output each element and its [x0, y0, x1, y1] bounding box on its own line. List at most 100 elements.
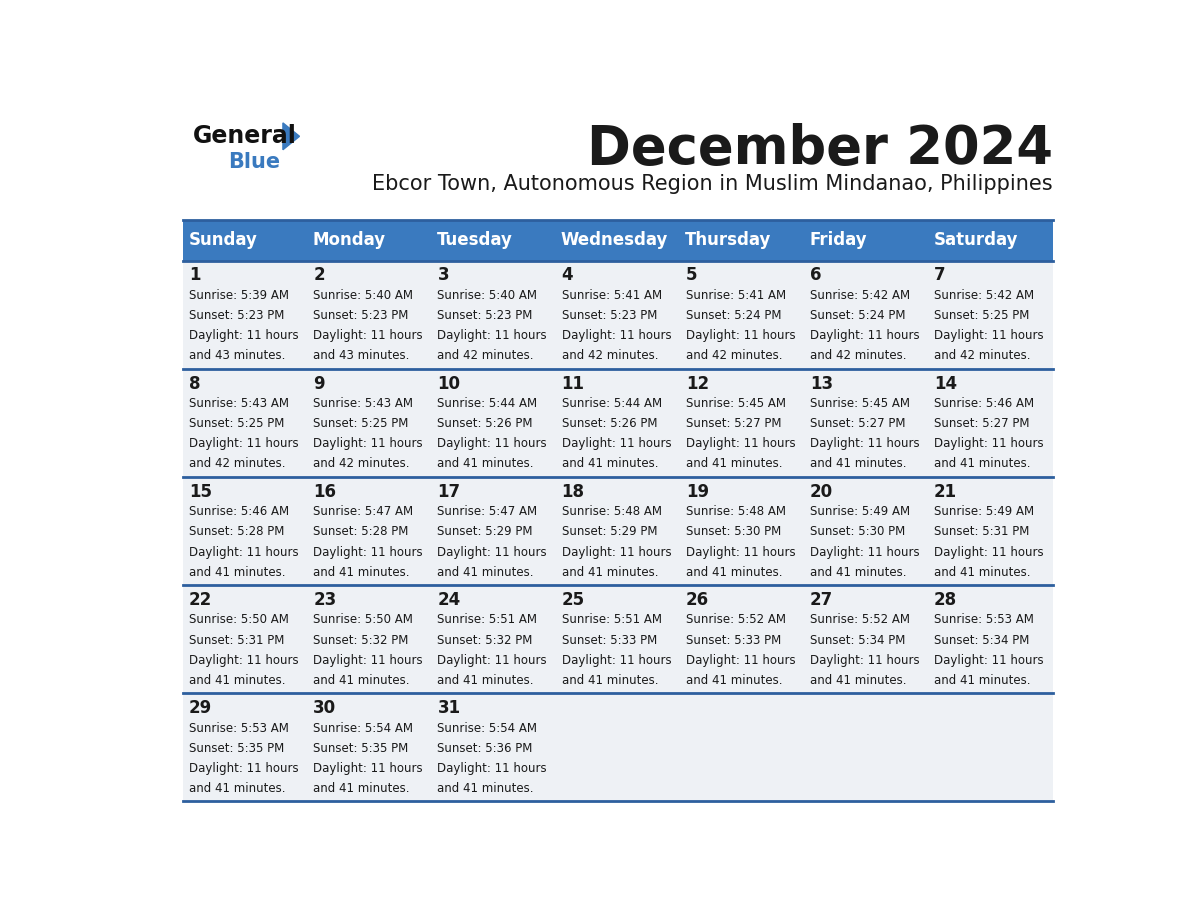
Text: and 41 minutes.: and 41 minutes.: [810, 565, 906, 578]
Text: 6: 6: [810, 266, 821, 285]
Text: Sunrise: 5:50 AM: Sunrise: 5:50 AM: [314, 613, 413, 626]
Text: 25: 25: [562, 591, 584, 609]
Text: Sunset: 5:34 PM: Sunset: 5:34 PM: [810, 633, 905, 646]
Text: Sunset: 5:32 PM: Sunset: 5:32 PM: [437, 633, 532, 646]
Text: Daylight: 11 hours: Daylight: 11 hours: [437, 654, 546, 666]
Text: Sunset: 5:28 PM: Sunset: 5:28 PM: [314, 525, 409, 538]
Text: Daylight: 11 hours: Daylight: 11 hours: [562, 545, 671, 558]
Text: Daylight: 11 hours: Daylight: 11 hours: [562, 330, 671, 342]
Text: Sunset: 5:27 PM: Sunset: 5:27 PM: [685, 418, 782, 431]
Text: Daylight: 11 hours: Daylight: 11 hours: [562, 437, 671, 451]
Text: and 41 minutes.: and 41 minutes.: [562, 457, 658, 470]
Text: 31: 31: [437, 699, 461, 717]
Text: Daylight: 11 hours: Daylight: 11 hours: [314, 545, 423, 558]
Text: Sunset: 5:25 PM: Sunset: 5:25 PM: [189, 418, 284, 431]
Text: Sunrise: 5:53 AM: Sunrise: 5:53 AM: [189, 722, 289, 734]
Text: Daylight: 11 hours: Daylight: 11 hours: [934, 545, 1044, 558]
Text: and 41 minutes.: and 41 minutes.: [314, 674, 410, 687]
Text: Sunset: 5:31 PM: Sunset: 5:31 PM: [189, 633, 284, 646]
Text: 22: 22: [189, 591, 213, 609]
Text: Saturday: Saturday: [934, 231, 1018, 249]
Bar: [804, 585, 929, 693]
Bar: [308, 585, 431, 693]
Text: and 41 minutes.: and 41 minutes.: [189, 565, 285, 578]
Text: and 41 minutes.: and 41 minutes.: [437, 782, 533, 795]
Text: Daylight: 11 hours: Daylight: 11 hours: [437, 762, 546, 775]
Bar: [929, 585, 1053, 693]
Text: 13: 13: [810, 375, 833, 393]
Text: Daylight: 11 hours: Daylight: 11 hours: [934, 654, 1044, 666]
Text: Daylight: 11 hours: Daylight: 11 hours: [437, 330, 546, 342]
Text: Wednesday: Wednesday: [561, 231, 669, 249]
Bar: [183, 261, 308, 369]
Text: Sunrise: 5:45 AM: Sunrise: 5:45 AM: [685, 397, 785, 410]
Text: and 41 minutes.: and 41 minutes.: [437, 565, 533, 578]
Bar: [681, 693, 804, 801]
Text: Sunrise: 5:48 AM: Sunrise: 5:48 AM: [685, 505, 785, 519]
Text: 27: 27: [810, 591, 833, 609]
Text: 29: 29: [189, 699, 213, 717]
Text: 10: 10: [437, 375, 461, 393]
Text: and 43 minutes.: and 43 minutes.: [314, 350, 410, 363]
Text: and 41 minutes.: and 41 minutes.: [562, 565, 658, 578]
Text: 20: 20: [810, 483, 833, 500]
Text: Sunset: 5:29 PM: Sunset: 5:29 PM: [437, 525, 533, 538]
Text: Sunrise: 5:43 AM: Sunrise: 5:43 AM: [189, 397, 289, 410]
Text: and 41 minutes.: and 41 minutes.: [810, 457, 906, 470]
Text: Daylight: 11 hours: Daylight: 11 hours: [810, 437, 920, 451]
Text: Sunset: 5:27 PM: Sunset: 5:27 PM: [934, 418, 1030, 431]
Text: Sunset: 5:32 PM: Sunset: 5:32 PM: [314, 633, 409, 646]
Text: Sunrise: 5:44 AM: Sunrise: 5:44 AM: [562, 397, 662, 410]
Bar: [804, 369, 929, 477]
Text: and 41 minutes.: and 41 minutes.: [314, 565, 410, 578]
Text: Sunset: 5:23 PM: Sunset: 5:23 PM: [437, 309, 532, 322]
Text: and 42 minutes.: and 42 minutes.: [934, 350, 1030, 363]
Text: and 41 minutes.: and 41 minutes.: [189, 674, 285, 687]
Text: Sunrise: 5:49 AM: Sunrise: 5:49 AM: [810, 505, 910, 519]
Text: Sunset: 5:36 PM: Sunset: 5:36 PM: [437, 742, 532, 755]
Text: Sunrise: 5:52 AM: Sunrise: 5:52 AM: [685, 613, 785, 626]
Text: and 42 minutes.: and 42 minutes.: [562, 350, 658, 363]
Text: 28: 28: [934, 591, 958, 609]
Bar: [183, 477, 308, 585]
Text: Sunrise: 5:47 AM: Sunrise: 5:47 AM: [437, 505, 537, 519]
Text: and 41 minutes.: and 41 minutes.: [189, 782, 285, 795]
Text: Sunset: 5:35 PM: Sunset: 5:35 PM: [314, 742, 409, 755]
Text: 9: 9: [314, 375, 324, 393]
Text: Sunset: 5:26 PM: Sunset: 5:26 PM: [437, 418, 533, 431]
Text: and 41 minutes.: and 41 minutes.: [437, 457, 533, 470]
Text: Sunrise: 5:49 AM: Sunrise: 5:49 AM: [934, 505, 1035, 519]
Bar: [183, 369, 308, 477]
Text: 18: 18: [562, 483, 584, 500]
Text: Daylight: 11 hours: Daylight: 11 hours: [685, 545, 795, 558]
Text: and 41 minutes.: and 41 minutes.: [934, 565, 1030, 578]
Bar: [556, 369, 681, 477]
Text: 21: 21: [934, 483, 958, 500]
Text: Sunrise: 5:44 AM: Sunrise: 5:44 AM: [437, 397, 537, 410]
Bar: [681, 477, 804, 585]
Text: Daylight: 11 hours: Daylight: 11 hours: [189, 762, 298, 775]
Text: Sunset: 5:26 PM: Sunset: 5:26 PM: [562, 418, 657, 431]
Text: Sunrise: 5:54 AM: Sunrise: 5:54 AM: [437, 722, 537, 734]
Text: Sunrise: 5:50 AM: Sunrise: 5:50 AM: [189, 613, 289, 626]
Text: 19: 19: [685, 483, 709, 500]
Text: Sunrise: 5:53 AM: Sunrise: 5:53 AM: [934, 613, 1034, 626]
Text: Sunset: 5:31 PM: Sunset: 5:31 PM: [934, 525, 1030, 538]
Text: 14: 14: [934, 375, 958, 393]
Text: Daylight: 11 hours: Daylight: 11 hours: [685, 654, 795, 666]
Text: Daylight: 11 hours: Daylight: 11 hours: [685, 437, 795, 451]
Text: 17: 17: [437, 483, 461, 500]
Text: and 42 minutes.: and 42 minutes.: [685, 350, 782, 363]
Text: Sunset: 5:25 PM: Sunset: 5:25 PM: [314, 418, 409, 431]
Bar: [556, 477, 681, 585]
Text: Daylight: 11 hours: Daylight: 11 hours: [810, 545, 920, 558]
Text: Sunrise: 5:51 AM: Sunrise: 5:51 AM: [562, 613, 662, 626]
Text: Sunset: 5:35 PM: Sunset: 5:35 PM: [189, 742, 284, 755]
Text: Sunrise: 5:41 AM: Sunrise: 5:41 AM: [685, 289, 785, 302]
Bar: [929, 693, 1053, 801]
Text: Sunrise: 5:54 AM: Sunrise: 5:54 AM: [314, 722, 413, 734]
Text: and 42 minutes.: and 42 minutes.: [810, 350, 906, 363]
Polygon shape: [283, 123, 299, 150]
Bar: [929, 369, 1053, 477]
Text: Daylight: 11 hours: Daylight: 11 hours: [314, 654, 423, 666]
